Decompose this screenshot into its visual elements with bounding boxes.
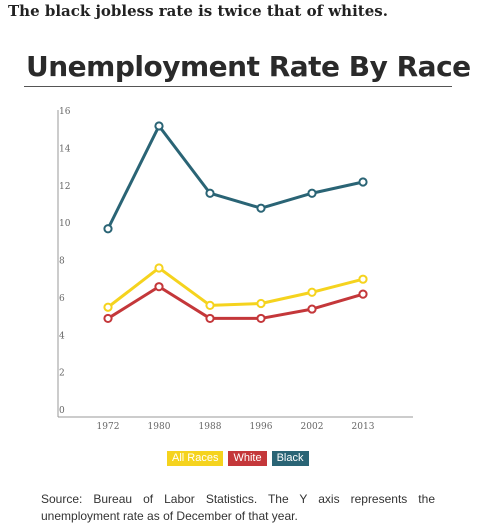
source-note: Source: Bureau of Labor Statistics. The … [41,491,435,525]
x-tick-label: 1980 [148,422,171,430]
legend-all-races: All Races [167,451,223,466]
legend-white: White [228,451,266,466]
data-point-all-races [206,302,213,309]
data-point-all-races [257,300,264,307]
data-point-black [104,225,111,232]
legend-black: Black [272,451,309,466]
y-tick-label: 6 [59,294,65,304]
data-point-black [155,122,162,129]
data-point-black [257,205,264,212]
x-tick-label: 1988 [199,422,222,430]
data-point-white [359,291,366,298]
headline: The black jobless rate is twice that of … [8,2,388,20]
data-point-black [359,178,366,185]
title-divider [24,86,452,87]
data-point-white [155,283,162,290]
x-tick-label: 1996 [250,422,273,430]
series-line-white [108,287,363,319]
data-point-white [257,315,264,322]
x-tick-label: 2002 [301,422,324,430]
y-tick-label: 16 [59,107,71,117]
data-point-white [104,315,111,322]
data-point-all-races [104,304,111,311]
series-line-black [108,126,363,229]
y-tick-label: 14 [59,144,71,154]
series-line-all-races [108,268,363,307]
y-tick-label: 10 [59,219,71,229]
data-point-all-races [359,276,366,283]
data-point-black [206,190,213,197]
data-point-black [308,190,315,197]
data-point-all-races [308,289,315,296]
y-tick-label: 2 [59,369,65,379]
chart-title: Unemployment Rate By Race [26,50,471,83]
x-tick-label: 2013 [352,422,375,430]
y-tick-label: 8 [59,257,65,267]
line-chart: 0 2 4 6 8 10 12 14 16 1972 1980 1988 1996 2002 2013 [0,90,483,430]
y-tick-label: 0 [59,406,65,416]
data-point-all-races [155,264,162,271]
data-point-white [206,315,213,322]
y-tick-label: 12 [59,182,70,192]
y-tick-label: 4 [59,331,65,341]
chart-legend: All Races White Black [167,451,309,466]
x-tick-label: 1972 [97,422,120,430]
data-point-white [308,305,315,312]
